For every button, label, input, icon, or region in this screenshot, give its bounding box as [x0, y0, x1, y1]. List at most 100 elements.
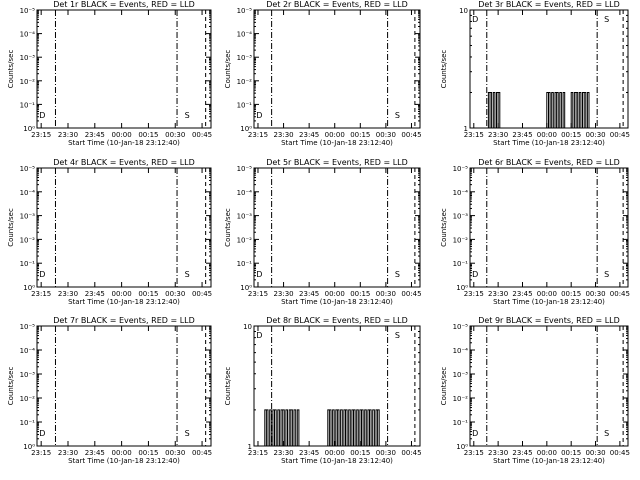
marker-s: S [185, 429, 190, 438]
x-tick-label: 23:30 [273, 131, 293, 139]
marker-d: D [256, 331, 262, 340]
x-tick-label: 00:00 [537, 290, 557, 298]
y-tick-label: 10⁻² [20, 395, 36, 403]
y-tick-label: 10⁻³ [20, 371, 36, 379]
panel-title: Det 6r BLACK = Events, RED = LLD [478, 158, 620, 167]
panel-det-1: Det 1r BLACK = Events, RED = LLD 10⁰ 10⁻¹ 1… [7, 0, 212, 147]
events-series-segment [265, 410, 299, 446]
x-tick-label: 23:30 [273, 449, 293, 457]
y-tick-label: 10⁻² [453, 236, 469, 244]
x-tick-label: 00:45 [610, 449, 630, 457]
plot-frame [470, 326, 628, 446]
x-tick-label: 00:00 [112, 131, 132, 139]
y-tick-label: 10⁻⁴ [237, 31, 253, 39]
x-tick-label: 00:15 [138, 449, 158, 457]
y-axis-label: Counts/sec [7, 208, 15, 247]
x-tick-label: 00:15 [350, 449, 370, 457]
panel-det-5: Det 5r BLACK = Events, RED = LLD 10⁰ 10⁻¹ 1… [224, 158, 422, 306]
y-tick-label: 10⁻⁵ [237, 165, 253, 173]
x-tick-label: 00:15 [350, 290, 370, 298]
x-tick-label: 23:45 [85, 449, 105, 457]
x-tick-label: 00:45 [610, 131, 630, 139]
panel-title: Det 5r BLACK = Events, RED = LLD [266, 158, 408, 167]
panel-det-7: Det 7r BLACK = Events, RED = LLD10⁰10⁻¹1… [7, 316, 212, 465]
y-tick-label: 10⁻¹ [453, 260, 469, 268]
x-axis-label: Start Time (10-Jan-18 23:12:40) [493, 139, 605, 147]
x-tick-label: 00:00 [325, 290, 345, 298]
panel-title: Det 8r BLACK = Events, RED = LLD [266, 316, 408, 325]
x-axis-label: Start Time (10-Jan-18 23:12:40) [493, 457, 605, 465]
x-tick-label: 00:00 [537, 131, 557, 139]
panel-title: Det 1r BLACK = Events, RED = LLD [53, 0, 195, 9]
x-tick-label: 00:30 [376, 449, 396, 457]
panel-title: Det 2r BLACK = Events, RED = LLD [266, 0, 408, 9]
x-tick-label: 23:15 [248, 449, 268, 457]
x-tick-label: 00:00 [537, 449, 557, 457]
x-tick-label: 00:45 [401, 131, 421, 139]
x-tick-label: 23:15 [31, 449, 51, 457]
panel-det-8: Det 8r BLACK = Events, RED = LLD11023:15… [224, 316, 422, 465]
x-tick-label: 23:30 [58, 290, 78, 298]
x-tick-label: 23:15 [464, 290, 484, 298]
x-tick-label: 00:00 [112, 290, 132, 298]
x-tick-label: 00:15 [561, 131, 581, 139]
x-tick-label: 23:30 [488, 449, 508, 457]
x-tick-label: 23:45 [299, 131, 319, 139]
x-tick-label: 00:30 [376, 290, 396, 298]
panel-det-2: Det 2r BLACK = Events, RED = LLD10⁰10⁻¹1… [224, 0, 422, 147]
x-tick-label: 00:00 [325, 449, 345, 457]
x-tick-label: 00:30 [376, 131, 396, 139]
x-tick-label: 23:15 [248, 290, 268, 298]
marker-s: S [395, 111, 400, 120]
x-tick-label: 23:45 [85, 290, 105, 298]
y-tick-label: 10⁻² [20, 236, 36, 244]
marker-d: D [39, 270, 45, 279]
y-axis-label: Counts/sec [7, 367, 15, 406]
marker-d: D [39, 111, 45, 120]
y-tick-label: 10 [459, 7, 468, 15]
y-tick-label: 10⁻³ [237, 54, 253, 62]
x-tick-label: 23:30 [273, 290, 293, 298]
panel-title: Det 3r BLACK = Events, RED = LLD [478, 0, 620, 9]
y-tick-label: 10⁻⁴ [20, 189, 36, 197]
marker-s: S [604, 270, 609, 279]
y-tick-label: 10⁻¹ [20, 260, 36, 268]
x-tick-label: 23:30 [488, 290, 508, 298]
y-tick-label: 10⁻⁵ [20, 323, 36, 331]
x-tick-label: 23:15 [464, 449, 484, 457]
y-axis-label: Counts/sec [440, 208, 448, 247]
x-axis-label: Start Time (10-Jan-18 23:12:40) [493, 298, 605, 306]
x-tick-label: 00:45 [610, 290, 630, 298]
y-tick-label: 10⁻³ [453, 371, 469, 379]
x-tick-label: 00:00 [325, 131, 345, 139]
x-tick-label: 00:15 [561, 290, 581, 298]
x-tick-label: 23:15 [31, 131, 51, 139]
marker-s: S [185, 111, 190, 120]
y-tick-label: 10⁻⁴ [20, 347, 36, 355]
x-tick-label: 00:45 [192, 290, 212, 298]
x-axis-label: Start Time (10-Jan-18 23:12:40) [68, 298, 180, 306]
x-tick-label: 00:15 [350, 131, 370, 139]
plot-frame [37, 326, 211, 446]
y-axis-label: Counts/sec [224, 50, 232, 89]
x-tick-label: 23:30 [58, 449, 78, 457]
y-axis-label: Counts/sec [7, 50, 15, 89]
x-tick-label: 23:30 [488, 131, 508, 139]
y-tick-label: 10⁻² [453, 395, 469, 403]
y-tick-label: 10⁻⁴ [453, 347, 469, 355]
y-axis-label: Counts/sec [224, 208, 232, 247]
y-tick-label: 10⁻⁵ [453, 165, 469, 173]
x-tick-label: 23:15 [248, 131, 268, 139]
y-tick-label: 10⁻⁵ [20, 7, 36, 15]
marker-s: S [185, 270, 190, 279]
marker-d: D [39, 429, 45, 438]
panel-det-9: Det 9r BLACK = Events, RED = LLD10⁰10⁻¹1… [440, 316, 630, 465]
y-tick-label: 10⁻² [237, 78, 253, 86]
y-tick-label: 10 [243, 323, 252, 331]
x-tick-label: 00:15 [561, 449, 581, 457]
events-series-segment [488, 93, 501, 129]
y-tick-label: 10⁻⁴ [237, 189, 253, 197]
x-axis-label: Start Time (10-Jan-18 23:12:40) [68, 139, 180, 147]
y-tick-label: 10⁻⁴ [453, 189, 469, 197]
